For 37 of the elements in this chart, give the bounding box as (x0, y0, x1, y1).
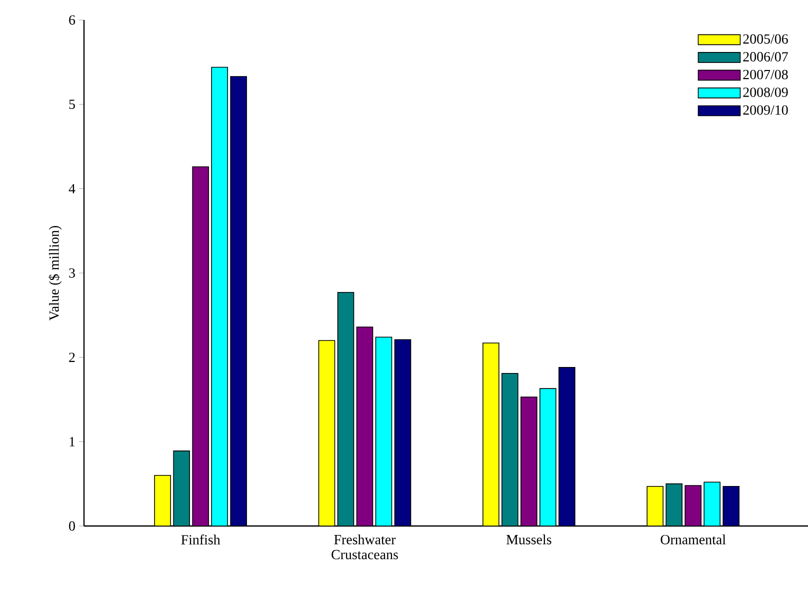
legend-label: 2009/10 (743, 105, 788, 115)
bar (540, 388, 556, 526)
bar (230, 76, 247, 526)
bar (356, 326, 374, 526)
y-tick-label: 0 (69, 521, 75, 531)
bar (684, 485, 702, 526)
bar (722, 486, 740, 526)
bar (192, 166, 209, 526)
bar (173, 450, 190, 526)
legend-label: 2008/09 (743, 88, 788, 97)
y-tick-label: 6 (69, 15, 76, 25)
x-tick-label: Finfish (181, 534, 220, 544)
bar (394, 339, 412, 526)
y-tick-label: 2 (69, 352, 75, 362)
y-tick-label: 3 (69, 268, 75, 278)
legend-label: 2006/07 (743, 52, 788, 62)
bar (520, 396, 538, 526)
bar (211, 66, 228, 526)
bar (318, 340, 336, 526)
legend-label: 2005/06 (743, 34, 788, 44)
bar (337, 292, 354, 526)
bar (502, 372, 518, 526)
bar (375, 336, 392, 526)
y-tick-label: 5 (69, 100, 75, 109)
x-tick-label: Ornamental (660, 534, 726, 544)
y-axis-title: Value ($ million) (48, 226, 62, 320)
bar (154, 475, 171, 526)
bar (558, 367, 576, 526)
y-tick-label: 1 (70, 437, 75, 446)
bar (666, 483, 682, 526)
bar (482, 342, 500, 526)
x-tick-label: Mussels (506, 534, 552, 544)
x-tick-label: Freshwater Crustaceans (332, 534, 398, 560)
y-tick-label: 4 (68, 184, 76, 194)
bar (646, 486, 664, 526)
legend-label: 2007/08 (743, 70, 788, 80)
bar (704, 482, 720, 526)
